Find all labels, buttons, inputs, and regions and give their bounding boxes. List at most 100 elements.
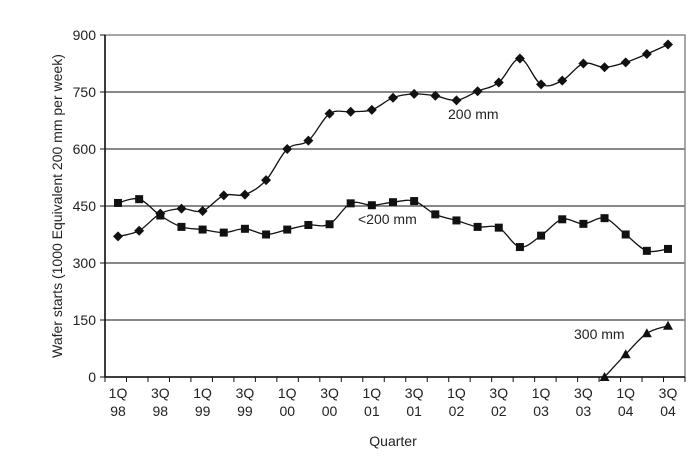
data-point-200mm — [473, 222, 482, 231]
data-point-300mm — [641, 328, 652, 338]
data-point-200mm — [303, 135, 314, 146]
data-point-200mm — [600, 214, 609, 223]
data-point-200mm — [366, 104, 377, 115]
data-point-200mm — [176, 203, 187, 214]
data-point-200mm — [515, 243, 524, 252]
x-tick-label-year: 03 — [576, 403, 592, 419]
data-point-200mm — [240, 224, 249, 233]
series-line-300mm — [604, 325, 669, 378]
x-tick-label-quarter: 3Q — [320, 385, 339, 401]
x-tick-label-quarter: 3Q — [489, 385, 508, 401]
data-point-200mm — [431, 210, 440, 219]
series-group — [113, 39, 673, 381]
y-tick-label: 600 — [73, 141, 97, 157]
data-point-200mm — [514, 53, 525, 64]
data-point-200mm — [325, 220, 334, 229]
x-tick-label-year: 98 — [110, 403, 126, 419]
data-point-200mm — [452, 216, 461, 225]
data-point-200mm — [620, 57, 631, 68]
x-tick-label-quarter: 3Q — [574, 385, 593, 401]
data-point-200mm — [219, 228, 228, 237]
data-point-200mm — [430, 90, 441, 101]
data-point-300mm — [663, 320, 673, 330]
data-point-200mm — [135, 195, 144, 204]
data-point-200mm — [578, 58, 589, 69]
data-point-200mm — [642, 246, 651, 255]
data-point-200mm — [599, 62, 610, 73]
x-tick-label-year: 99 — [237, 403, 253, 419]
data-point-200mm — [621, 230, 630, 239]
data-point-200mm — [641, 49, 652, 59]
data-point-200mm — [346, 199, 355, 208]
x-tick-label-quarter: 1Q — [616, 385, 635, 401]
data-point-300mm — [599, 372, 610, 381]
data-point-200mm — [282, 144, 293, 154]
x-tick-label-year: 04 — [660, 403, 676, 419]
data-point-200mm — [283, 225, 292, 234]
y-tick-label: 450 — [73, 198, 97, 214]
x-tick-label-year: 01 — [364, 403, 380, 419]
data-point-200mm — [218, 190, 229, 201]
x-tick-label-year: 99 — [195, 403, 211, 419]
data-point-200mm — [388, 92, 398, 103]
data-point-200mm — [261, 175, 272, 186]
data-point-200mm — [537, 231, 546, 240]
x-tick-label-year: 04 — [618, 403, 634, 419]
x-tick-label-quarter: 3Q — [659, 385, 678, 401]
data-point-200mm — [304, 221, 313, 229]
data-point-200mm — [663, 39, 673, 50]
x-tick-label-quarter: 3Q — [236, 385, 255, 401]
x-tick-label-quarter: 1Q — [532, 385, 551, 401]
data-point-200mm — [367, 201, 376, 210]
data-point-300mm — [620, 349, 631, 359]
y-tick-label: 150 — [73, 312, 97, 328]
y-tick-label: 0 — [88, 369, 96, 385]
data-point-200mm — [579, 219, 588, 228]
data-point-200mm — [409, 88, 420, 99]
y-tick-label: 900 — [73, 27, 97, 43]
data-point-200mm — [494, 223, 503, 232]
data-point-200mm — [536, 79, 547, 90]
data-point-200mm — [114, 198, 122, 207]
data-point-200mm — [493, 77, 504, 88]
x-tick-label-quarter: 1Q — [278, 385, 297, 401]
annotation-200mm: 200 mm — [448, 106, 499, 122]
annotation-lt200mm: <200 mm — [358, 211, 417, 227]
y-tick-label: 750 — [73, 84, 97, 100]
data-point-200mm — [558, 215, 567, 224]
data-point-200mm — [472, 86, 483, 97]
y-tick-label: 300 — [73, 255, 97, 271]
x-tick-label-quarter: 3Q — [405, 385, 424, 401]
data-point-200mm — [177, 222, 186, 231]
data-point-200mm — [113, 231, 123, 242]
data-point-200mm — [389, 198, 397, 207]
data-point-200mm — [239, 189, 250, 200]
axes: 0 150 300 450 600 750 900 1Q 98 3Q 98 1Q 99 3Q 99 1Q 00 3… — [73, 27, 686, 419]
x-tick-label-quarter: 3Q — [151, 385, 170, 401]
data-point-200mm — [557, 75, 568, 86]
data-point-200mm — [410, 197, 419, 206]
data-point-200mm — [262, 230, 271, 239]
series-line-200mm — [117, 43, 669, 238]
x-tick-label-quarter: 1Q — [193, 385, 212, 401]
data-point-200mm — [197, 205, 208, 216]
data-point-200mm — [451, 95, 462, 106]
data-point-200mm — [134, 225, 145, 236]
y-axis-label: Wafer starts (1000 Equivalent 200 mm per… — [49, 54, 65, 358]
annotation-300mm: 300 mm — [574, 326, 625, 342]
data-point-200mm — [324, 108, 335, 119]
data-point-200mm — [198, 225, 207, 234]
x-axis-label: Quarter — [369, 433, 417, 449]
x-tick-label-year: 03 — [533, 403, 549, 419]
x-tick-label-year: 00 — [279, 403, 295, 419]
x-tick-label-quarter: 1Q — [109, 385, 128, 401]
x-tick-label-year: 02 — [491, 403, 507, 419]
data-point-200mm — [345, 106, 356, 117]
x-tick-label-quarter: 1Q — [363, 385, 382, 401]
x-tick-label-year: 98 — [153, 403, 169, 419]
x-tick-label-year: 00 — [322, 403, 338, 419]
x-tick-label-year: 02 — [449, 403, 465, 419]
x-tick-label-year: 01 — [406, 403, 422, 419]
x-tick-label-quarter: 1Q — [447, 385, 466, 401]
